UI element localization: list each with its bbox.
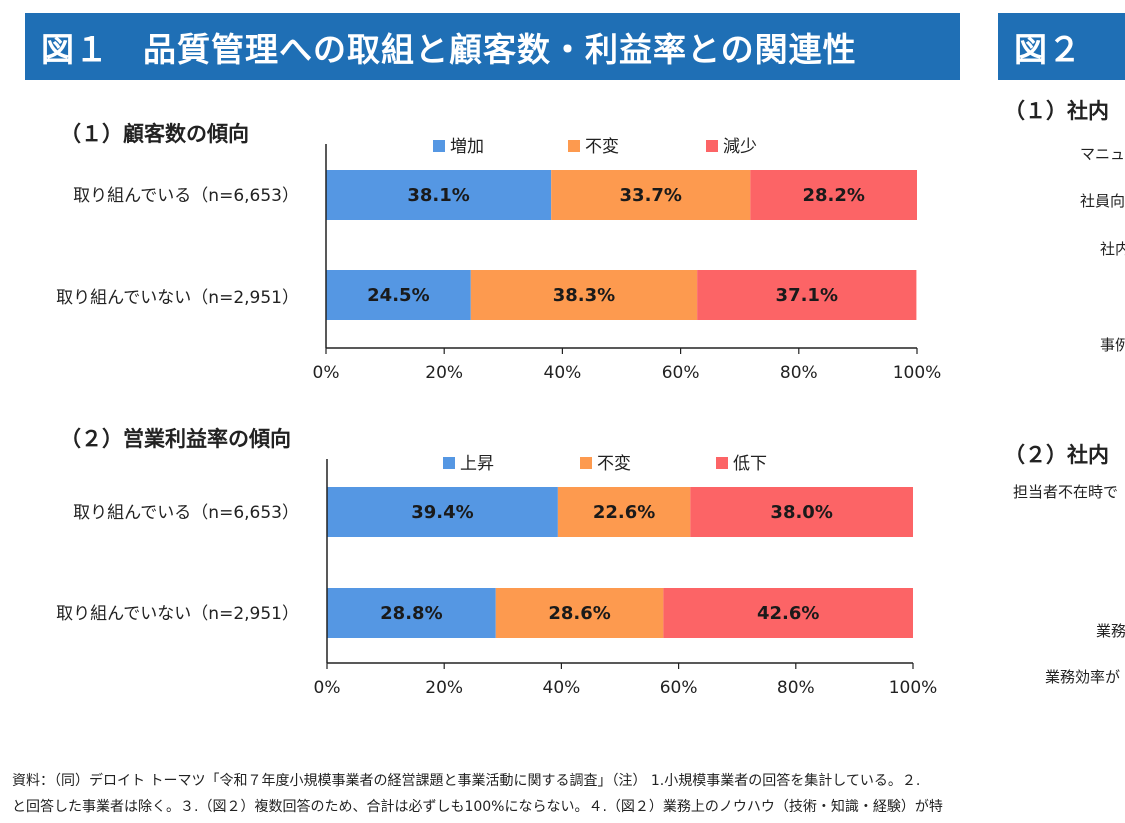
footnote-line-1: 資料：（同）デロイト トーマツ「令和７年度小規模事業者の経営課題と事業活動に関す…: [12, 773, 921, 789]
legend-label: 上昇: [460, 454, 494, 474]
legend-label: 低下: [733, 454, 767, 474]
x-tick-label: 20%: [425, 363, 463, 383]
data-label: 38.3%: [553, 285, 615, 306]
x-tick-label: 60%: [660, 678, 698, 698]
chart1-category-label: 取り組んでいない（n=2,951）: [56, 288, 299, 308]
footnote: 資料：（同）デロイト トーマツ「令和７年度小規模事業者の経営課題と事業活動に関す…: [12, 768, 1125, 820]
data-label: 28.2%: [802, 185, 864, 206]
data-label: 28.8%: [380, 603, 442, 624]
bar-segment: [326, 170, 552, 220]
data-label: 39.4%: [411, 502, 473, 523]
x-tick-label: 0%: [313, 363, 340, 383]
data-label: 38.0%: [770, 502, 832, 523]
footnote-line-2: と回答した事業者は除く。３.（図２）複数回答のため、合計は必ずしも100%になら…: [12, 799, 943, 815]
data-label: 33.7%: [620, 185, 682, 206]
x-tick-label: 40%: [544, 363, 582, 383]
x-tick-label: 0%: [314, 678, 341, 698]
figure2-title-banner: 図２: [998, 13, 1125, 80]
figure2-row-label: マニュ: [1080, 145, 1125, 163]
figure2-row-label: 社内: [1100, 240, 1125, 258]
figure2-row-label: 事例: [1100, 336, 1125, 354]
figure2-row-label: 担当者不在時で: [1013, 483, 1119, 501]
bar-segment: [750, 170, 917, 220]
data-label: 38.1%: [407, 185, 469, 206]
x-tick-label: 80%: [780, 363, 818, 383]
bar-segment: [690, 487, 913, 537]
figure2-subtitle-2: （２）社内: [1004, 443, 1109, 467]
chart2-category-label: 取り組んでいる（n=6,653）: [73, 503, 299, 523]
bar-segment: [495, 588, 664, 638]
bar-segment: [327, 487, 558, 537]
legend-label: 減少: [723, 137, 757, 157]
legend-swatch: [706, 140, 718, 152]
legend-label: 不変: [585, 137, 619, 157]
figure2-number: 図２: [1014, 29, 1082, 69]
legend-swatch: [568, 140, 580, 152]
figure1-title: 品質管理への取組と顧客数・利益率との関連性: [143, 29, 857, 69]
data-label: 37.1%: [776, 285, 838, 306]
data-label: 24.5%: [367, 285, 429, 306]
legend-swatch: [433, 140, 445, 152]
figure2-row-label: 業務: [1096, 622, 1125, 640]
legend-swatch: [443, 457, 455, 469]
bar-segment: [470, 270, 698, 320]
data-label: 22.6%: [593, 502, 655, 523]
x-tick-label: 80%: [777, 678, 815, 698]
legend-swatch: [580, 457, 592, 469]
figure1-number: 図１: [41, 29, 109, 69]
figure1-title-banner: 図１ 品質管理への取組と顧客数・利益率との関連性: [25, 13, 960, 80]
x-tick-label: 20%: [425, 678, 463, 698]
bar-segment: [697, 270, 917, 320]
chart1-title: （１）顧客数の傾向: [60, 122, 249, 146]
chart2-title: （２）営業利益率の傾向: [60, 427, 291, 451]
x-tick-label: 40%: [543, 678, 581, 698]
x-tick-label: 100%: [893, 363, 942, 383]
data-label: 28.6%: [548, 603, 610, 624]
data-label: 42.6%: [757, 603, 819, 624]
bar-segment: [551, 170, 751, 220]
x-tick-label: 100%: [889, 678, 938, 698]
legend-swatch: [716, 457, 728, 469]
chart1-svg: 増加 不変 減少 38.1% 33.7% 28.2% 24.5% 38.3% 37.1% 0% 20…: [313, 137, 942, 383]
chart2-svg: 上昇 不変 低下 39.4% 22.6% 38.0% 28.8% 28.6% 42.6% 0% 20…: [314, 454, 938, 698]
figure2-row-label: 社員向: [1080, 192, 1125, 210]
legend-label: 増加: [450, 137, 484, 157]
bar-segment: [326, 270, 471, 320]
chart1-category-label: 取り組んでいる（n=6,653）: [73, 186, 299, 206]
bar-segment: [327, 588, 496, 638]
legend-label: 不変: [597, 454, 631, 474]
bar-segment: [663, 588, 913, 638]
x-tick-label: 60%: [662, 363, 700, 383]
bar-segment: [557, 487, 691, 537]
chart2-category-label: 取り組んでいない（n=2,951）: [56, 604, 299, 624]
figure2-row-label: 業務効率が: [1045, 668, 1121, 686]
figure2-subtitle-1: （１）社内: [1004, 99, 1109, 123]
